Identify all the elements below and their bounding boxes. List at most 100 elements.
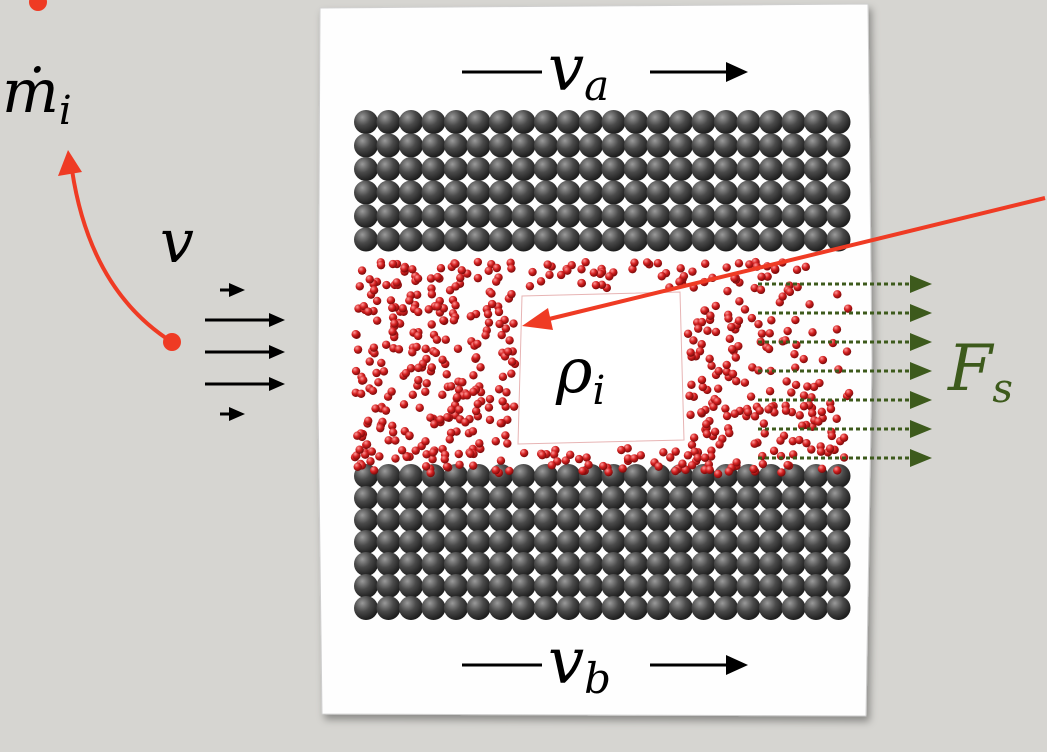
sphere <box>714 596 738 620</box>
sphere <box>421 552 446 576</box>
sphere <box>781 157 806 181</box>
sphere <box>376 180 401 205</box>
particle <box>536 277 546 286</box>
particle <box>442 370 451 379</box>
particle <box>491 277 501 286</box>
particle <box>441 335 450 344</box>
sphere <box>781 204 806 228</box>
sphere <box>511 227 536 252</box>
particle <box>422 379 431 388</box>
particle <box>832 414 841 423</box>
inflow-arrow-head <box>269 377 285 391</box>
particle <box>388 421 397 431</box>
sphere <box>624 157 648 181</box>
particle <box>578 466 587 476</box>
sphere <box>489 596 513 620</box>
particle <box>491 437 500 446</box>
sphere <box>511 552 536 576</box>
sphere <box>781 486 806 510</box>
sphere <box>579 530 603 554</box>
particle <box>671 447 680 456</box>
sphere <box>556 508 581 532</box>
sphere <box>376 110 401 134</box>
particle <box>408 348 417 357</box>
sphere <box>421 596 446 620</box>
particle <box>721 404 730 413</box>
particle <box>374 378 383 387</box>
particle <box>386 296 396 305</box>
subscript: i <box>59 88 72 134</box>
force-arrow-head <box>910 420 932 438</box>
sphere <box>691 596 716 620</box>
sphere <box>421 530 446 554</box>
sphere <box>579 204 603 228</box>
sphere <box>376 157 401 181</box>
force-arrow-head <box>910 391 932 409</box>
sphere <box>826 530 851 554</box>
particle <box>597 280 607 289</box>
particle <box>713 384 723 393</box>
sphere <box>601 596 626 620</box>
particle <box>839 433 849 442</box>
sphere <box>826 574 851 598</box>
particle <box>469 387 478 397</box>
particle <box>803 382 812 391</box>
particle <box>687 380 696 389</box>
particle <box>414 376 423 385</box>
particle <box>676 264 685 273</box>
sphere <box>601 574 626 598</box>
particle <box>462 391 472 400</box>
particle <box>355 282 364 291</box>
sphere <box>534 157 558 181</box>
sphere <box>736 486 761 510</box>
particle <box>505 336 514 345</box>
particle <box>776 451 786 461</box>
particle <box>427 320 436 329</box>
sphere <box>781 530 806 554</box>
particle <box>781 406 791 415</box>
particle <box>679 271 689 281</box>
particle <box>473 399 483 409</box>
particle <box>458 378 467 387</box>
particle <box>421 344 430 354</box>
arrow-head <box>58 150 82 176</box>
arrow-head <box>522 308 553 330</box>
particle <box>844 388 854 398</box>
sphere <box>444 530 468 554</box>
sphere <box>444 486 468 510</box>
sphere <box>466 110 491 134</box>
sphere <box>534 464 558 488</box>
particle <box>367 447 377 456</box>
particle <box>783 460 792 470</box>
particle <box>757 329 767 338</box>
sphere <box>669 133 693 158</box>
particle <box>543 260 552 269</box>
particle <box>697 408 706 417</box>
sphere <box>646 227 671 252</box>
red-dot <box>29 0 47 11</box>
particle <box>698 382 707 392</box>
density-box <box>517 291 685 445</box>
particle <box>730 409 739 418</box>
particle <box>711 327 721 337</box>
particle <box>799 402 809 411</box>
particle <box>566 450 575 459</box>
sphere <box>376 508 401 532</box>
particle <box>439 316 448 325</box>
sphere <box>534 110 558 134</box>
particle <box>604 467 613 477</box>
sphere <box>376 574 401 598</box>
curved-arrow <box>70 169 174 344</box>
particle <box>758 459 768 469</box>
particle <box>707 361 716 370</box>
particle <box>445 435 454 444</box>
particle <box>447 405 456 415</box>
sphere <box>804 508 828 532</box>
sphere <box>804 180 828 205</box>
particle <box>702 419 711 429</box>
sphere <box>421 133 446 158</box>
particle <box>715 440 724 449</box>
particle <box>426 468 435 478</box>
sphere <box>624 464 648 488</box>
particle <box>653 259 663 268</box>
